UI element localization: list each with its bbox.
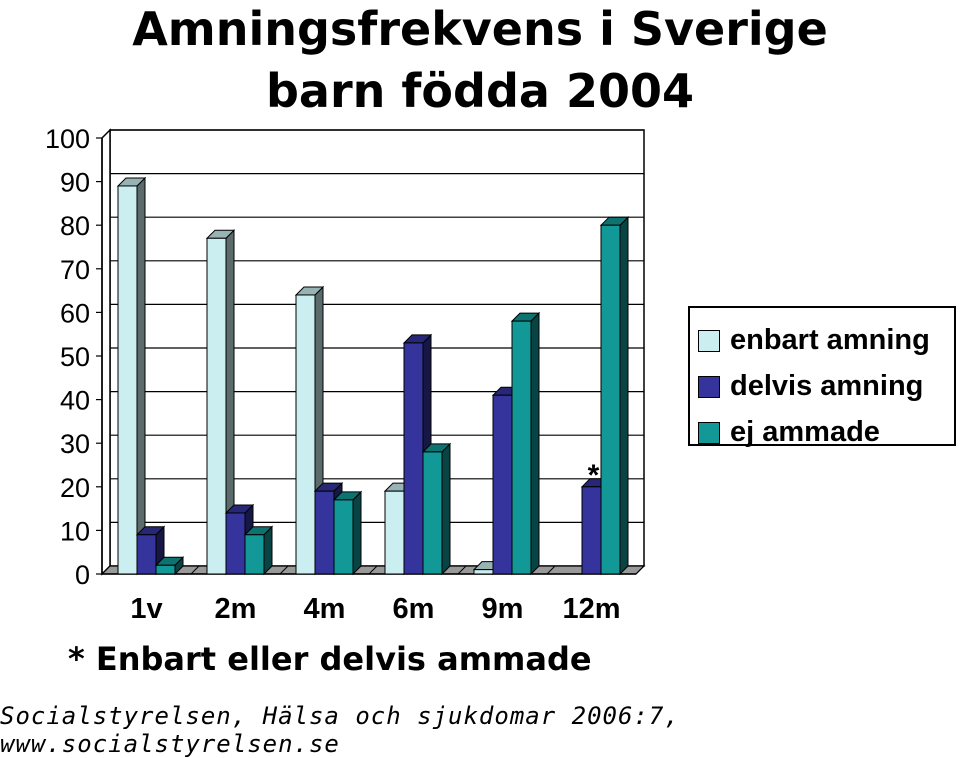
bar-enbart-4m (295, 294, 316, 575)
plot-side-wall (101, 128, 111, 576)
bar-delvis-6m (403, 342, 424, 575)
bar-delvis-1v (136, 534, 157, 575)
source-credit: Socialstyrelsen, Hälsa och sjukdomar 200… (0, 702, 680, 758)
y-tick-label: 80 (60, 211, 90, 241)
bar-delvis-4m (314, 490, 335, 575)
chart-title: Amningsfrekvens i Sverige (132, 2, 828, 56)
legend-label-delvis: delvis amning (730, 370, 924, 402)
legend-swatch-ej (698, 422, 720, 444)
bar-ej-6m (422, 451, 443, 575)
y-tick-label: 90 (60, 168, 90, 198)
x-tick-label: 6m (393, 593, 435, 625)
bar-ej-9m (511, 320, 532, 575)
y-tick-label: 40 (60, 386, 90, 416)
x-tick-label: 9m (482, 593, 524, 625)
legend-label-ej: ej ammade (730, 416, 880, 448)
floor-divider (368, 565, 378, 575)
annotation-asterisk: * (588, 459, 600, 492)
bar-delvis-2m (225, 512, 246, 575)
floor-divider (279, 565, 289, 575)
legend-swatch-delvis (698, 376, 720, 398)
floor-divider (101, 565, 111, 575)
bar-ej-1v (155, 564, 176, 575)
bar-delvis-12m (581, 486, 602, 575)
floor-divider (457, 565, 467, 575)
legend-label-enbart: enbart amning (730, 324, 930, 356)
x-tick-label: 1v (130, 593, 162, 625)
bar-enbart-1v (117, 185, 138, 575)
bar-ej-4m (333, 499, 354, 575)
bar-ej-2m (244, 534, 265, 575)
bar-ej-4m-side (352, 490, 362, 576)
legend-swatch-enbart (698, 330, 720, 352)
y-tick-label: 10 (60, 516, 90, 546)
y-tick-label: 70 (60, 255, 90, 285)
floor-divider (190, 565, 200, 575)
chart-subtitle: barn födda 2004 (266, 64, 694, 118)
bar-ej-6m-side (441, 442, 451, 576)
y-tick-label: 50 (60, 342, 90, 372)
x-tick-label: 4m (304, 593, 346, 625)
legend: enbart amning delvis amning ej ammade (688, 306, 956, 448)
bar-chart: 0 10 20 30 40 50 60 70 80 90 100 1v 2m 4m 6m 9m 12m * (45, 124, 646, 625)
x-tick-label: 2m (215, 593, 257, 625)
footnote: * Enbart eller delvis ammade (68, 640, 592, 678)
bar-enbart-6m (384, 490, 405, 575)
y-tick-label: 60 (60, 298, 90, 328)
x-tick-label: 12m (562, 593, 620, 625)
bar-ej-12m (600, 224, 621, 575)
bar-ej-12m-side (619, 215, 629, 576)
y-tick-label: 30 (60, 429, 90, 459)
bar-delvis-9m (492, 394, 513, 575)
y-tick-label: 100 (45, 124, 90, 154)
bar-ej-9m-side (530, 311, 540, 576)
y-tick-label: 0 (75, 560, 90, 590)
bar-enbart-2m (206, 237, 227, 575)
floor-divider (635, 565, 645, 575)
bar-enbart-9m (473, 569, 494, 575)
y-tick-label: 20 (60, 473, 90, 503)
floor-divider (546, 565, 556, 575)
bar-enbart-1v-side (136, 176, 146, 576)
